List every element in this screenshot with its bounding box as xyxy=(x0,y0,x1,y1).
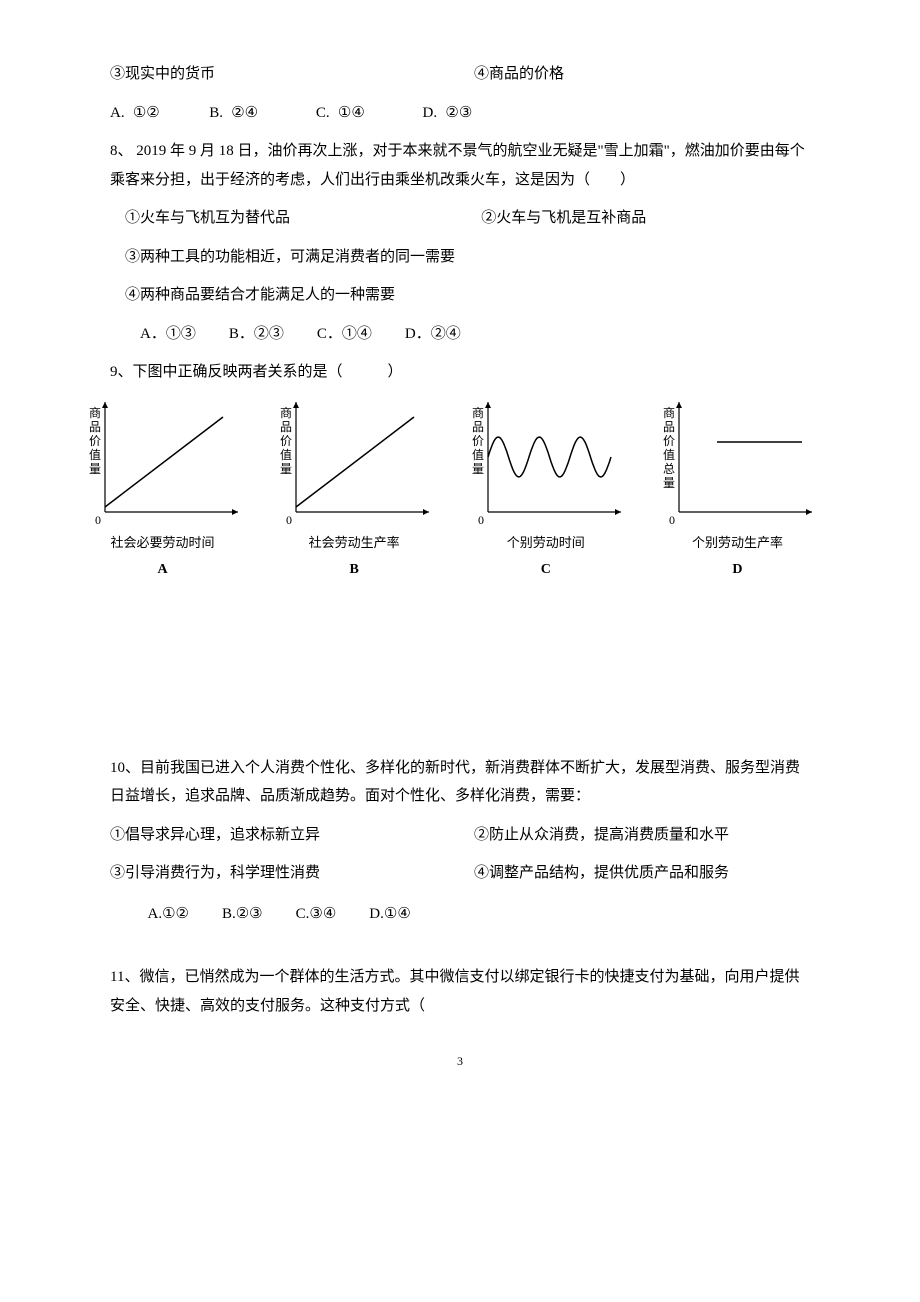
q8-stem: 8、 2019 年 9 月 18 日，油价再次上涨，对于本来就不景气的航空业无疑… xyxy=(110,137,810,194)
q10-opt3: ③引导消费行为，科学理性消费 xyxy=(110,859,474,888)
q10-opts-12: ①倡导求异心理，追求标新立异 ②防止从众消费，提高消费质量和水平 xyxy=(110,821,810,850)
q10-opts-34: ③引导消费行为，科学理性消费 ④调整产品结构，提供优质产品和服务 xyxy=(110,859,810,888)
chart-c-svg: 0 商品价值量 xyxy=(466,397,626,527)
q10-opt4: ④调整产品结构，提供优质产品和服务 xyxy=(474,859,729,888)
q10-opt2: ②防止从众消费，提高消费质量和水平 xyxy=(474,821,729,850)
svg-text:品: 品 xyxy=(472,420,484,434)
svg-text:0: 0 xyxy=(478,513,484,527)
q7-choice-b[interactable]: B. ②④ xyxy=(209,105,258,121)
q8-opt3: ③两种工具的功能相近，可满足消费者的同一需要 xyxy=(110,243,810,272)
svg-text:价: 价 xyxy=(280,434,292,448)
svg-text:0: 0 xyxy=(669,513,675,527)
q10-choice-d[interactable]: D.①④ xyxy=(369,906,410,922)
svg-text:值: 值 xyxy=(472,447,484,462)
q7-choice-a[interactable]: A. ①② xyxy=(110,105,160,121)
svg-text:商: 商 xyxy=(472,405,484,420)
svg-text:值: 值 xyxy=(89,447,101,462)
q10-choice-a[interactable]: A.①② xyxy=(148,906,189,922)
svg-text:品: 品 xyxy=(89,420,101,434)
svg-text:商: 商 xyxy=(663,405,675,420)
page-number: 3 xyxy=(110,1050,810,1073)
svg-text:商: 商 xyxy=(89,405,101,420)
svg-text:价: 价 xyxy=(89,434,101,448)
chart-d-svg: 0 商品价值总量 xyxy=(657,397,817,527)
q8-opts-12: ①火车与飞机互为替代品 ②火车与飞机是互补商品 xyxy=(110,204,810,233)
svg-text:量: 量 xyxy=(280,462,292,476)
q8-opt4: ④两种商品要结合才能满足人的一种需要 xyxy=(110,281,810,310)
q10-choice-c[interactable]: C.③④ xyxy=(296,906,337,922)
q9-chart-a: 0 商品价值量 社会必要劳动时间 A xyxy=(70,397,255,584)
chart-a-letter: A xyxy=(70,557,255,584)
svg-text:量: 量 xyxy=(472,462,484,476)
chart-b-letter: B xyxy=(262,557,447,584)
q8-choices: A．①③ B．②③ C．①④ D．②④ xyxy=(110,320,810,349)
q10-stem: 10、目前我国已进入个人消费个性化、多样化的新时代，新消费群体不断扩大，发展型消… xyxy=(110,754,810,811)
chart-d-letter: D xyxy=(645,557,830,584)
q8-opt1: ①火车与飞机互为替代品 xyxy=(125,204,481,233)
q10-choice-b[interactable]: B.②③ xyxy=(222,906,263,922)
chart-a-svg: 0 商品价值量 xyxy=(83,397,243,527)
chart-b-svg: 0 商品价值量 xyxy=(274,397,434,527)
q9-stem: 9、下图中正确反映两者关系的是（ ） xyxy=(110,358,810,387)
q7-opts-34: ③现实中的货币 ④商品的价格 xyxy=(110,60,810,89)
svg-text:价: 价 xyxy=(472,434,484,448)
chart-a-xlabel: 社会必要劳动时间 xyxy=(70,531,255,556)
svg-text:价: 价 xyxy=(663,434,675,448)
svg-text:值: 值 xyxy=(280,447,292,462)
q8-choice-c[interactable]: C．①④ xyxy=(317,326,372,342)
chart-b-xlabel: 社会劳动生产率 xyxy=(262,531,447,556)
q10-opt1: ①倡导求异心理，追求标新立异 xyxy=(110,821,474,850)
chart-c-letter: C xyxy=(453,557,638,584)
q7-choice-c[interactable]: C. ①④ xyxy=(316,105,365,121)
q11-stem: 11、微信，已悄然成为一个群体的生活方式。其中微信支付以绑定银行卡的快捷支付为基… xyxy=(110,963,810,1020)
chart-c-xlabel: 个别劳动时间 xyxy=(453,531,638,556)
q7-opt3: ③现实中的货币 xyxy=(110,60,474,89)
q9-chart-b: 0 商品价值量 社会劳动生产率 B xyxy=(262,397,447,584)
svg-text:总: 总 xyxy=(663,462,675,476)
q7-choices: A. ①② B. ②④ C. ①④ D. ②③ xyxy=(110,99,810,128)
svg-text:值: 值 xyxy=(663,447,675,462)
q10-choices: A.①② B.②③ C.③④ D.①④ xyxy=(110,900,810,929)
q7-choice-d[interactable]: D. ②③ xyxy=(423,105,473,121)
q8-choice-a[interactable]: A．①③ xyxy=(140,326,196,342)
svg-text:0: 0 xyxy=(95,513,101,527)
q8-opt2: ②火车与飞机是互补商品 xyxy=(481,204,646,233)
q7-opt4: ④商品的价格 xyxy=(474,60,564,89)
q8-choice-b[interactable]: B．②③ xyxy=(229,326,284,342)
q9-chart-d: 0 商品价值总量 个别劳动生产率 D xyxy=(645,397,830,584)
svg-text:商: 商 xyxy=(280,405,292,420)
svg-text:量: 量 xyxy=(663,476,675,490)
svg-text:0: 0 xyxy=(286,513,292,527)
svg-text:品: 品 xyxy=(663,420,675,434)
svg-text:量: 量 xyxy=(89,462,101,476)
q9-chart-c: 0 商品价值量 个别劳动时间 C xyxy=(453,397,638,584)
svg-text:品: 品 xyxy=(280,420,292,434)
q8-choice-d[interactable]: D．②④ xyxy=(405,326,461,342)
q9-charts-row: 0商品价值量 社会必要劳动时间 A 0商品价值量 社会劳动生产率 B 0商品价值… xyxy=(70,397,830,584)
chart-d-xlabel: 个别劳动生产率 xyxy=(645,531,830,556)
